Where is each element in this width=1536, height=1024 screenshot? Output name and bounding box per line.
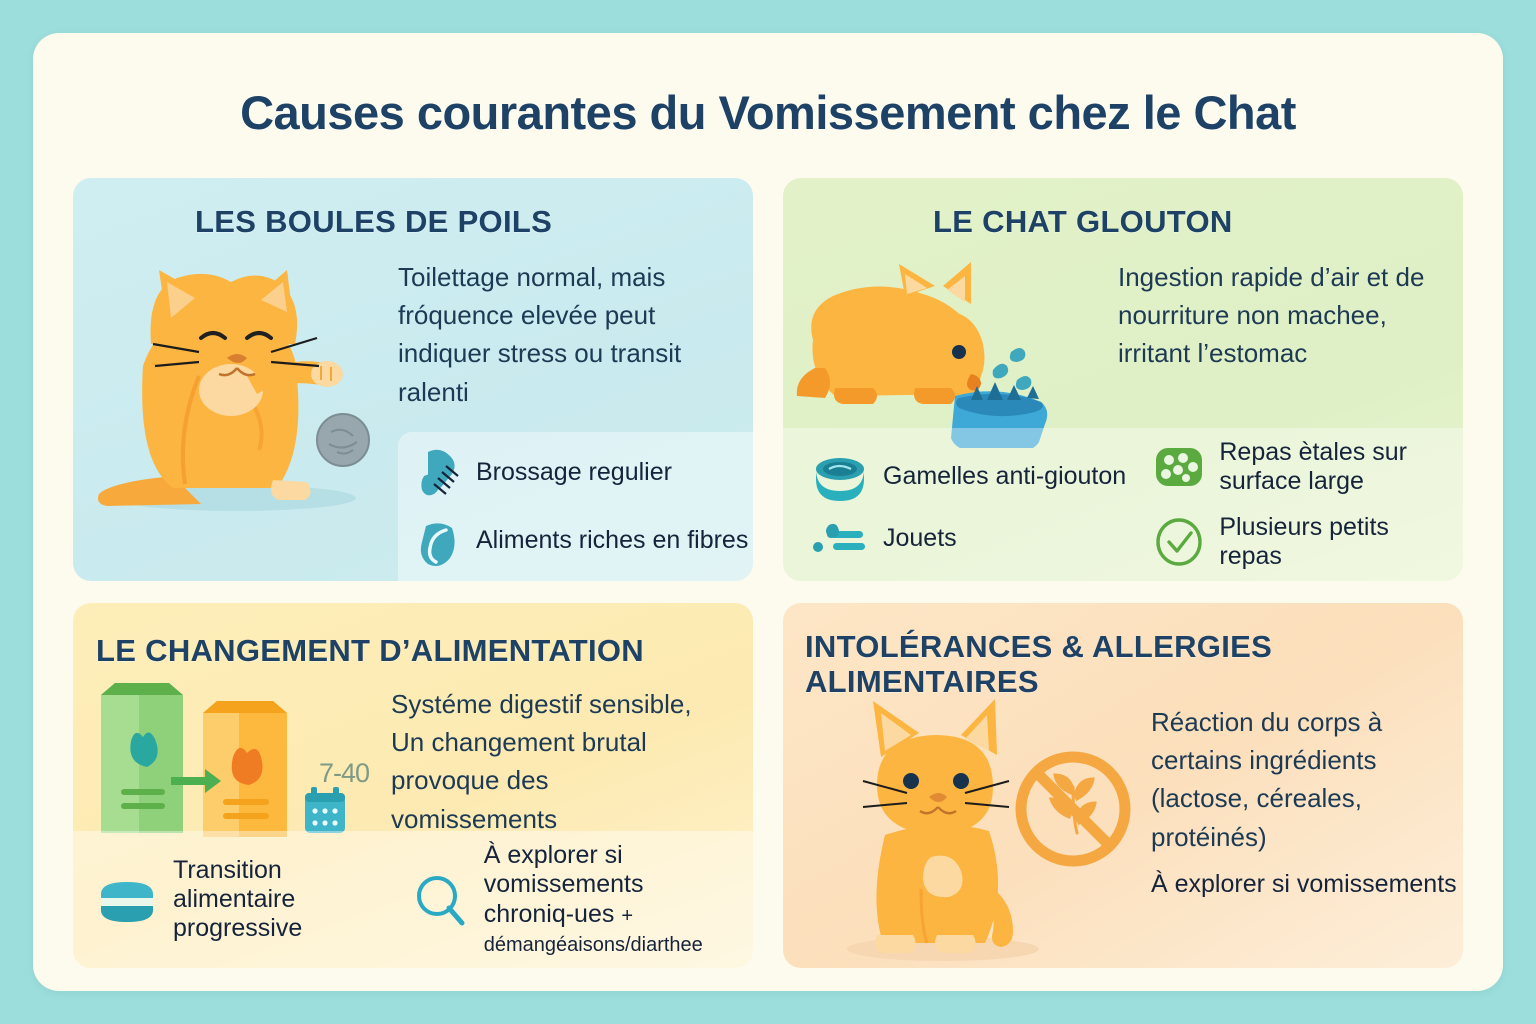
tip-item: Brossage regulier (416, 446, 753, 500)
cards-grid: LES BOULES DE POILS Toilettage normal, m… (73, 178, 1463, 968)
toy-icon (813, 523, 865, 552)
tip-label: Brossage regulier (476, 457, 672, 486)
card-body: Toilettage normal, mais fróquence elevée… (398, 262, 682, 407)
two-food-bags-illustration (101, 683, 345, 837)
tip-label: Transition alimentaire progressive (173, 855, 303, 943)
tip-label-main: À explorer si vomissements chroniq-ues (483, 841, 644, 928)
tip-item: Gamelles anti-giouton (811, 451, 1127, 503)
check-circle-icon (1156, 518, 1203, 566)
card-body: Réaction du corps à certains ingrédients… (1151, 707, 1383, 852)
slow-feeder-bowl-icon (816, 457, 864, 501)
card-title: LE CHAT GLOUTON (933, 204, 1233, 239)
page-title: Causes courantes du Vomissement chez le … (240, 86, 1296, 139)
tip-label: Aliments riches en fibres (476, 525, 749, 554)
tip-item: Transition alimentaire progressive (95, 856, 390, 944)
card-hairballs: LES BOULES DE POILS Toilettage normal, m… (73, 178, 753, 581)
tip-item: Plusieurs petits repas (1153, 513, 1441, 572)
cat-eating-from-bowl-illustration (796, 262, 1048, 448)
tip-label: Gamelles anti-giouton (883, 461, 1127, 490)
tip-label: Plusieurs petits repas (1219, 512, 1389, 570)
tips-column-left: Gamelles anti-giouton Jouets (811, 444, 1127, 565)
tips-panel: Gamelles anti-giouton Jouets (783, 428, 1463, 581)
tip-label-thin: + démangéaisons/diarthee (483, 904, 703, 956)
tip-label: Jouets (883, 523, 957, 552)
tip-item: Jouets (811, 519, 1127, 559)
tip-item: À explorer si vomissements chroniq-ues +… (412, 841, 735, 958)
tip-label: Repas ètales sur surface large (1219, 438, 1407, 496)
card-food-allergies: INTOLÉRANCES & ALLERGIES ALIMENTAIRES Ré… (783, 603, 1463, 968)
tips-panel: Brossage regulier Aliments riches en fib… (398, 432, 753, 581)
leaf-icon (420, 522, 455, 566)
card-title: LES BOULES DE POILS (195, 204, 553, 239)
tips-column-left: Transition alimentaire progressive (95, 843, 390, 956)
card-title: INTOLÉRANCES & ALLERGIES ALIMENTAIRES (805, 629, 1273, 700)
infographic-panel: Causes courantes du Vomissement chez le … (33, 33, 1503, 991)
cat-grooming-with-hairball-illustration (98, 270, 370, 511)
cat-with-no-wheat-sign-illustration (847, 699, 1131, 961)
brush-icon (421, 449, 459, 495)
tip-label: À explorer si vomissements chroniq-ues +… (484, 841, 735, 958)
slow-feeder-mat-icon (1156, 448, 1203, 487)
card-title: LE CHANGEMENT D’ALIMENTATION (96, 633, 644, 668)
magnifier-icon (416, 875, 465, 925)
card-body: Ingestion rapide d’air et de nourriture … (1118, 262, 1425, 369)
card-body: Systéme digestif sensible, Un changement… (391, 689, 692, 834)
tips-panel: Transition alimentaire progressive À exp… (73, 831, 753, 968)
tip-item: Repas ètales sur surface large (1153, 438, 1441, 497)
footer-note-main: À explorer si vomissements chroniques (1151, 870, 1463, 898)
card-diet-change: LE CHANGEMENT D’ALIMENTATION Systéme dig… (73, 603, 753, 968)
card-greedy-cat: LE CHAT GLOUTON Ingestion rapide d’air e… (783, 178, 1463, 581)
tip-item: Aliments riches en fibres (416, 514, 753, 568)
duration-badge: 7-40 (319, 758, 370, 788)
tips-column-right: Repas ètales sur surface large Plusieurs… (1153, 438, 1441, 570)
tips-column-right: À explorer si vomissements chroniq-ues +… (412, 841, 735, 958)
transition-bowl-icon (101, 881, 153, 922)
footer-note: À explorer si vomissements chroniques –d… (1151, 868, 1463, 900)
